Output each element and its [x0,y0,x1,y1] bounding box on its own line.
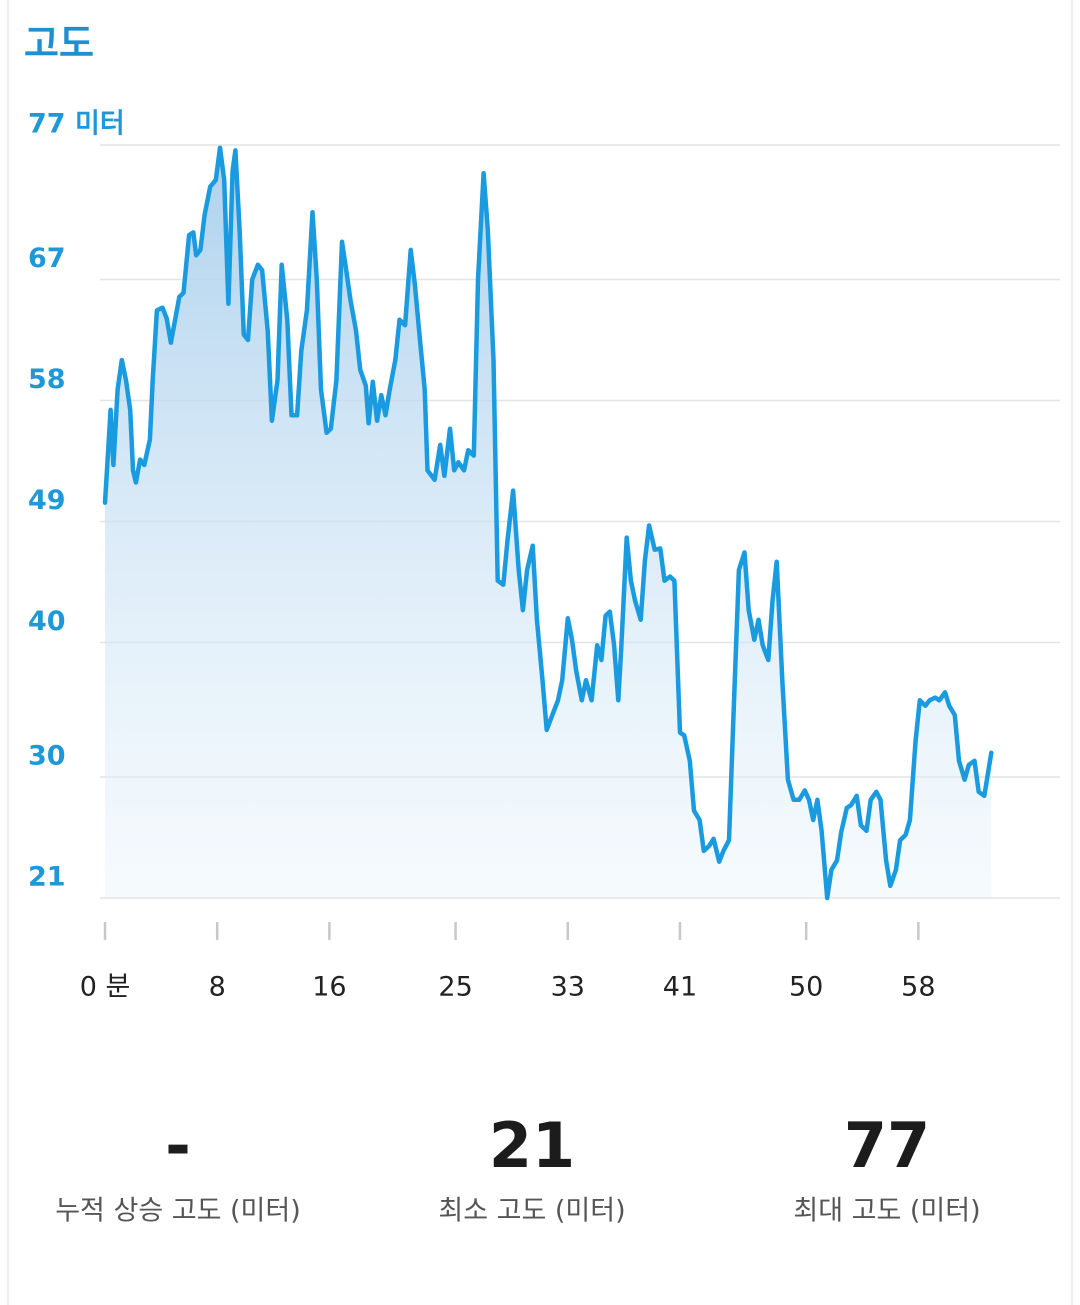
stat-label: 누적 상승 고도 (미터) [55,1196,301,1227]
y-tick-label: 49 [28,485,66,516]
stat-label: 최대 고도 (미터) [793,1196,980,1227]
line [102,145,994,901]
x-tick-label: 50 [789,972,823,1003]
stat-label: 최소 고도 (미터) [438,1196,625,1227]
y-tick-label: 30 [28,740,66,771]
y-tick-label: 21 [28,862,66,893]
x-tick-label: 41 [663,972,697,1003]
x-tick-label: 8 [209,972,226,1003]
x-tick-label: 58 [901,972,935,1003]
x-tick-label: 16 [312,972,346,1003]
stat-value: 77 [844,1109,930,1182]
stat-value: 21 [489,1109,575,1182]
x-tick-label: 0 분 [80,972,131,1003]
area [105,147,992,898]
y-tick-label: 77 미터 [28,109,125,140]
x-tick-label: 25 [438,972,472,1003]
stat-value: - [165,1109,191,1182]
y-tick-label: 40 [28,606,66,637]
x-tick-label: 33 [551,972,585,1003]
chart-title: 고도 [24,22,94,66]
y-tick-label: 58 [28,364,66,395]
y-tick-label: 67 [28,243,66,274]
